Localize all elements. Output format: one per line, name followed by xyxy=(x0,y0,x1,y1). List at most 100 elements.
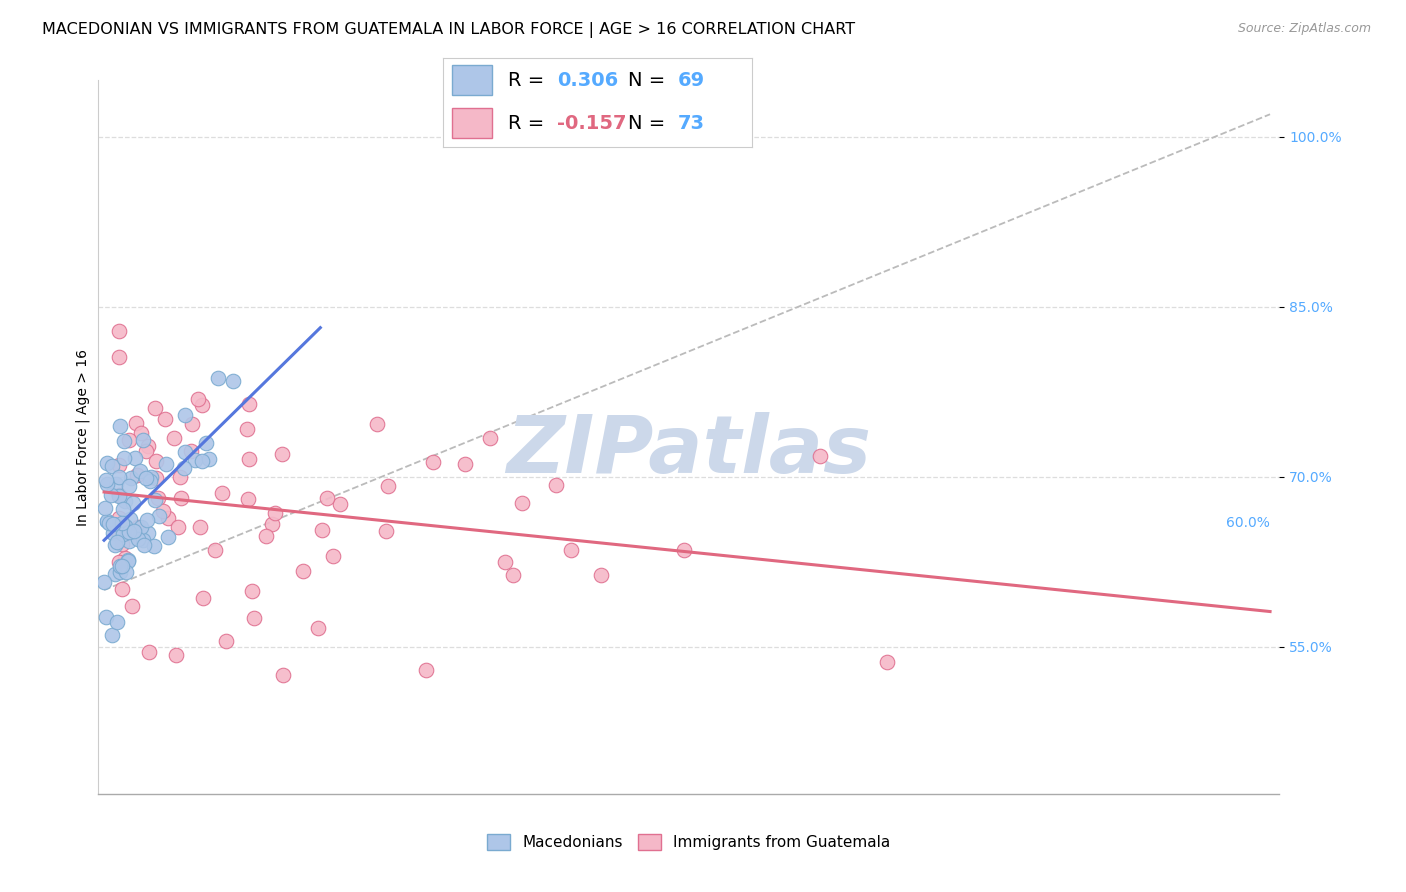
Point xyxy=(101,516,124,531)
Point xyxy=(111,527,134,541)
Point xyxy=(166,520,188,534)
Point xyxy=(236,491,259,506)
Point xyxy=(100,488,122,502)
Point xyxy=(118,479,141,493)
Text: -0.157: -0.157 xyxy=(557,113,627,133)
Point xyxy=(808,449,831,463)
Point xyxy=(170,491,193,506)
Point xyxy=(479,431,502,445)
Point xyxy=(101,458,124,473)
Point xyxy=(145,470,167,484)
Text: R =: R = xyxy=(508,113,550,133)
Point xyxy=(187,392,209,406)
Point xyxy=(173,461,195,475)
Text: N =: N = xyxy=(628,113,672,133)
Text: 0.306: 0.306 xyxy=(557,70,619,90)
Point xyxy=(142,539,165,553)
Point xyxy=(366,417,388,432)
Point xyxy=(112,522,135,536)
Y-axis label: In Labor Force | Age > 16: In Labor Force | Age > 16 xyxy=(76,349,90,525)
Point xyxy=(263,506,285,520)
Point xyxy=(180,444,202,458)
Point xyxy=(243,610,266,624)
Point xyxy=(108,558,131,573)
Text: N =: N = xyxy=(628,70,672,90)
Point xyxy=(222,374,245,388)
Point xyxy=(136,526,159,541)
Point xyxy=(101,525,124,540)
Point xyxy=(157,510,180,524)
Point xyxy=(107,489,129,503)
Point xyxy=(129,426,152,441)
Point xyxy=(510,496,533,510)
Point xyxy=(118,524,141,539)
Point xyxy=(271,667,294,681)
Point xyxy=(673,543,696,558)
Point xyxy=(111,582,134,596)
FancyBboxPatch shape xyxy=(453,108,492,138)
Point xyxy=(108,488,131,502)
Point xyxy=(152,504,174,518)
Point xyxy=(108,510,131,524)
Point xyxy=(307,621,329,635)
Point xyxy=(135,444,157,458)
Point xyxy=(110,565,132,579)
Point xyxy=(139,474,162,488)
Point xyxy=(104,566,127,581)
Text: 0.0%: 0.0% xyxy=(98,516,134,530)
Text: 60.0%: 60.0% xyxy=(1226,516,1270,530)
Point xyxy=(127,532,149,546)
Point xyxy=(238,452,260,467)
Point xyxy=(191,398,214,412)
Point xyxy=(108,469,131,483)
Text: ZIPatlas: ZIPatlas xyxy=(506,412,872,491)
Point xyxy=(194,436,217,450)
Point xyxy=(117,553,139,567)
Point xyxy=(114,493,136,508)
Point xyxy=(316,491,339,506)
Point xyxy=(120,471,142,485)
Point xyxy=(96,610,118,624)
Point xyxy=(96,514,118,528)
Point xyxy=(136,438,159,452)
FancyBboxPatch shape xyxy=(453,65,492,95)
Point xyxy=(211,486,233,500)
Point xyxy=(115,524,138,539)
Point xyxy=(163,431,186,445)
Point xyxy=(94,501,117,516)
Point xyxy=(876,655,898,669)
Point xyxy=(118,534,141,549)
Point xyxy=(502,567,524,582)
Point xyxy=(544,478,567,492)
Point xyxy=(148,491,170,505)
Point xyxy=(454,457,477,471)
Point xyxy=(115,566,138,580)
Point xyxy=(127,468,149,483)
Text: Source: ZipAtlas.com: Source: ZipAtlas.com xyxy=(1237,22,1371,36)
Point xyxy=(240,583,263,598)
Point xyxy=(124,524,146,538)
Point xyxy=(415,663,437,677)
Point xyxy=(494,555,516,569)
Point xyxy=(193,591,215,605)
Point xyxy=(111,502,134,516)
Point xyxy=(108,418,131,433)
Point xyxy=(188,520,211,534)
Point xyxy=(260,517,283,532)
Point xyxy=(136,513,159,527)
Point xyxy=(271,447,294,461)
Point xyxy=(143,401,166,415)
Point xyxy=(111,516,134,531)
Point xyxy=(108,458,131,472)
Point xyxy=(155,458,177,472)
Point xyxy=(174,445,197,459)
Point xyxy=(118,433,141,447)
Point xyxy=(121,496,143,510)
Point xyxy=(422,455,444,469)
Point xyxy=(93,575,115,590)
Point xyxy=(215,633,238,648)
Point xyxy=(108,555,131,569)
Point xyxy=(374,524,396,538)
Point xyxy=(292,564,315,578)
Point xyxy=(591,568,613,582)
